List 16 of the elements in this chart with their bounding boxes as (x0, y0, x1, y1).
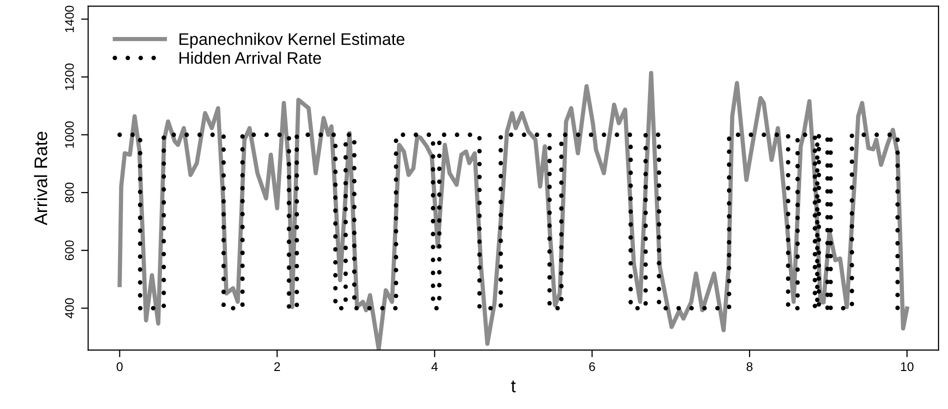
x-tick-label: 6 (589, 362, 596, 372)
y-axis-title: Arrival Rate (34, 132, 48, 226)
y-tick-label: 800 (65, 182, 74, 202)
legend-label: Hidden Arrival Rate (180, 52, 322, 64)
y-tick-label: 400 (65, 298, 74, 318)
y-tick-label: 600 (65, 240, 74, 260)
legend-label: Epanechnikov Kernel Estimate (180, 32, 404, 48)
x-tick-label: 0 (116, 362, 123, 372)
y-tick-label: 1000 (65, 121, 74, 148)
x-axis-title: t (511, 380, 516, 392)
x-tick-label: 10 (901, 362, 914, 372)
y-tick-label: 1400 (65, 6, 74, 32)
x-tick-label: 2 (274, 362, 280, 371)
x-tick-label: 8 (746, 362, 752, 372)
y-tick-label: 1200 (65, 64, 74, 90)
x-tick-label: 4 (431, 362, 438, 371)
